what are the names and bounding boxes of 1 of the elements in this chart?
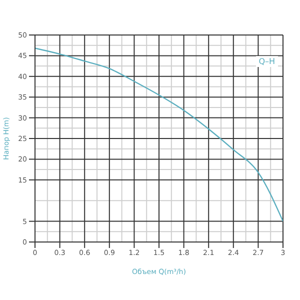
annotation: Q–H [256, 56, 278, 67]
